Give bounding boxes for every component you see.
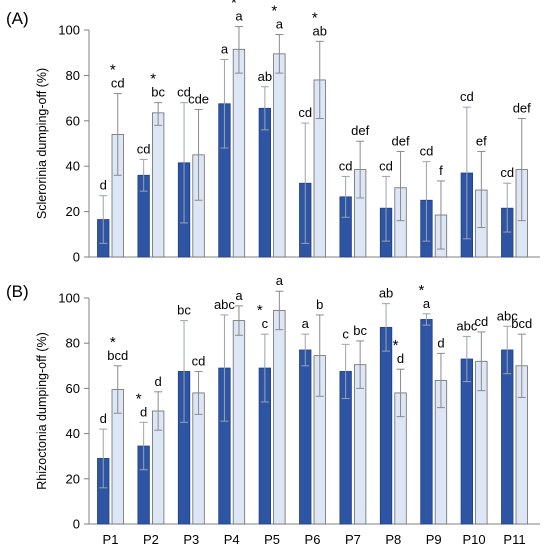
significance-letter: d <box>100 178 107 193</box>
significance-letter: c <box>262 316 269 331</box>
y-tick-label: 80 <box>66 336 80 351</box>
significance-letter: a <box>235 288 243 303</box>
y-tick-label: 40 <box>66 159 80 174</box>
significance-star: * <box>150 71 156 88</box>
significance-letter: bc <box>151 85 165 100</box>
x-tick-label: P5 <box>264 532 280 547</box>
significance-star: * <box>393 337 399 354</box>
bar <box>273 53 286 258</box>
x-tick-label: P10 <box>463 532 486 547</box>
bar <box>151 112 165 258</box>
y-tick-label: 100 <box>58 23 80 38</box>
significance-letter: cd <box>111 76 125 91</box>
y-tick-label: 20 <box>66 204 80 219</box>
significance-letter: c <box>342 326 349 341</box>
y-tick-label: 0 <box>73 250 80 265</box>
significance-letter: bc <box>177 303 191 318</box>
significance-letter: cd <box>460 89 474 104</box>
significance-star: * <box>312 9 318 26</box>
significance-letter: a <box>276 273 284 288</box>
significance-letter: a <box>235 9 243 24</box>
y-tick-label: 100 <box>58 291 80 306</box>
y-tick-label: 0 <box>73 517 80 532</box>
y-tick-label: 60 <box>66 381 80 396</box>
x-tick-label: P9 <box>426 532 442 547</box>
x-tick-label: P3 <box>183 532 199 547</box>
y-tick-label: 80 <box>66 68 80 83</box>
significance-letter: f <box>439 163 443 178</box>
significance-letter: cd <box>500 165 514 180</box>
significance-letter: a <box>221 42 229 57</box>
significance-star: * <box>110 62 116 79</box>
significance-letter: ef <box>476 133 487 148</box>
significance-letter: cd <box>339 158 353 173</box>
panel-label: (A) <box>6 9 29 28</box>
y-tick-label: 60 <box>66 113 80 128</box>
bar <box>501 349 514 525</box>
significance-letter: def <box>392 133 410 148</box>
significance-letter: a <box>302 316 310 331</box>
significance-letter: cd <box>298 105 312 120</box>
significance-letter: abc <box>456 318 477 333</box>
significance-letter: d <box>100 411 107 426</box>
bar <box>232 320 246 525</box>
significance-letter: def <box>513 101 531 116</box>
significance-letter: cd <box>137 141 151 156</box>
bar <box>379 326 393 525</box>
significance-star: * <box>271 3 277 20</box>
significance-letter: bcd <box>511 316 532 331</box>
significance-letter: cd <box>177 85 191 100</box>
bar <box>258 107 272 258</box>
bar <box>460 358 474 525</box>
significance-letter: d <box>155 374 162 389</box>
significance-letter: d <box>397 351 404 366</box>
bar <box>299 349 312 525</box>
significance-letter: d <box>437 335 444 350</box>
significance-star: * <box>419 282 425 299</box>
significance-letter: a <box>423 296 431 311</box>
significance-star: * <box>231 0 237 12</box>
chart-panel-a: (A) 0 20 40 60 80 100 Sclerorinia dumping-off (… <box>6 0 540 265</box>
y-axis-title: Rhizoctonia dumping-off (%) <box>35 332 49 489</box>
significance-letter: bcd <box>107 348 128 363</box>
y-tick-label: 20 <box>66 471 80 486</box>
x-tick-label: P8 <box>385 532 401 547</box>
significance-letter: abc <box>497 308 518 323</box>
significance-letter: cd <box>474 314 488 329</box>
x-tick-label: P7 <box>345 532 361 547</box>
bar <box>420 319 433 525</box>
significance-star: * <box>257 302 263 319</box>
significance-letter: cd <box>420 144 434 159</box>
x-tick-label: P4 <box>224 532 240 547</box>
x-tick-label: P6 <box>305 532 321 547</box>
bar <box>273 310 286 525</box>
significance-letter: cde <box>188 91 209 106</box>
significance-letter: cd <box>192 353 206 368</box>
significance-letter: def <box>351 123 369 138</box>
y-axis-title: Sclerorinia dumping-off (%) <box>35 68 49 219</box>
significance-star: * <box>136 390 142 407</box>
significance-letter: d <box>140 404 147 419</box>
significance-letter: a <box>276 17 284 32</box>
significance-letter: abc <box>214 297 235 312</box>
significance-star: * <box>110 334 116 351</box>
x-tick-label: P1 <box>103 532 119 547</box>
significance-letter: bc <box>353 323 367 338</box>
significance-letter: b <box>316 297 323 312</box>
x-tick-label: P11 <box>503 532 525 547</box>
significance-letter: ab <box>258 69 272 84</box>
significance-letter: ab <box>379 286 393 301</box>
y-tick-label: 40 <box>66 426 80 441</box>
significance-letter: cd <box>379 158 393 173</box>
panel-label: (B) <box>6 282 29 301</box>
chart-panel-b: (B) 0 20 40 60 80 100 Rhizoctonia dumping-off (… <box>6 273 540 547</box>
significance-letter: ab <box>313 23 327 38</box>
bar <box>232 48 246 258</box>
x-tick-label: P2 <box>143 532 159 547</box>
